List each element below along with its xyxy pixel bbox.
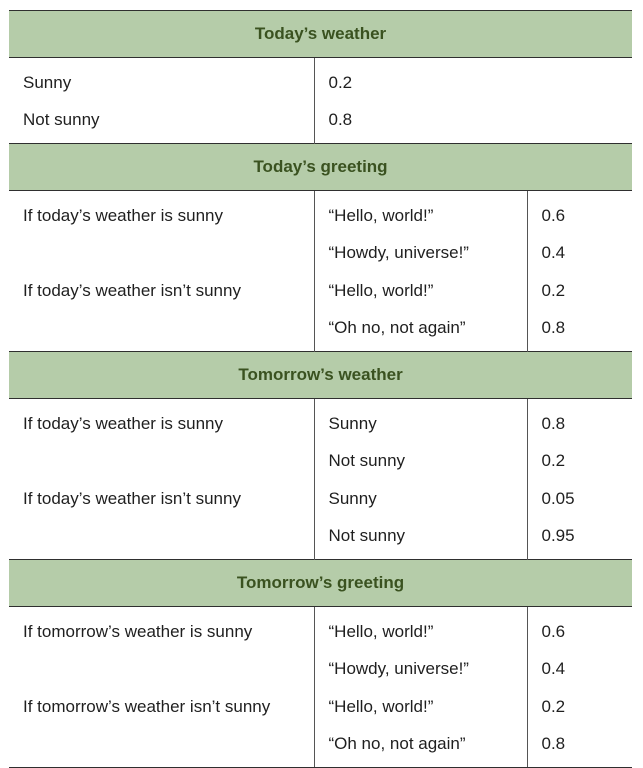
- table-row: If today’s weather is sunny “Hello, worl…: [9, 190, 633, 235]
- outcome-cell: “Howdy, universe!”: [313, 650, 527, 688]
- condition-cell: [9, 651, 314, 689]
- outcome-cell: “Oh no, not again”: [313, 725, 527, 768]
- probability-cell: 0.8: [526, 309, 633, 352]
- section-header: Tomorrow’s greeting: [9, 559, 633, 607]
- outcome-cell: Sunny: [313, 398, 527, 443]
- table-row: “Oh no, not again” 0.8: [9, 309, 633, 352]
- section-title-tomorrows-greeting: Tomorrow’s greeting: [9, 559, 633, 607]
- outcome-cell: “Hello, world!”: [313, 688, 527, 726]
- condition-cell: Not sunny: [23, 110, 100, 130]
- table-row: “Howdy, universe!” 0.4: [9, 234, 633, 273]
- table-row: If tomorrow’s weather is sunny “Hello, w…: [9, 606, 633, 651]
- outcome-cell: “Hello, world!”: [313, 272, 527, 310]
- probability-cell: 0.2: [526, 272, 633, 310]
- probability-cell: 0.6: [526, 190, 633, 235]
- condition-cell: [9, 310, 314, 352]
- probability-cell: 0.2: [526, 442, 633, 480]
- probability-cell: 0.8: [526, 725, 633, 768]
- probability-cell: 0.4: [526, 234, 633, 272]
- outcome-cell: “Howdy, universe!”: [313, 234, 527, 272]
- page: Today’s weather Sunny 0.2 Not sunny 0.8 …: [9, 10, 633, 768]
- probability-cell: 0.6: [526, 606, 633, 651]
- table-row: “Howdy, universe!” 0.4: [9, 650, 633, 689]
- outcome-cell: “Hello, world!”: [313, 190, 527, 235]
- table-row: Not sunny 0.2: [9, 442, 633, 481]
- condition-cell: If tomorrow’s weather is sunny: [23, 621, 253, 641]
- table-row: If today’s weather isn’t sunny “Hello, w…: [9, 272, 633, 310]
- probability-cell: 0.95: [526, 517, 633, 560]
- condition-cell: [9, 443, 314, 481]
- outcome-cell: “Hello, world!”: [313, 606, 527, 651]
- section-header: Today’s greeting: [9, 143, 633, 191]
- condition-cell: If today’s weather is sunny: [23, 413, 224, 433]
- table-row: Not sunny 0.95: [9, 517, 633, 560]
- probability-cell: 0.8: [526, 398, 633, 443]
- outcome-cell: “Oh no, not again”: [313, 309, 527, 352]
- table-row: Sunny 0.2: [9, 57, 633, 102]
- section-header: Today’s weather: [9, 10, 633, 58]
- outcome-cell: Not sunny: [313, 442, 527, 480]
- probability-cell: 0.8: [313, 101, 633, 144]
- section-title-todays-weather: Today’s weather: [9, 10, 633, 58]
- table-row: If today’s weather is sunny Sunny 0.8: [9, 398, 633, 443]
- probability-table: Today’s weather Sunny 0.2 Not sunny 0.8 …: [9, 10, 633, 768]
- condition-cell: If today’s weather is sunny: [23, 205, 224, 225]
- table-row: “Oh no, not again” 0.8: [9, 725, 633, 768]
- table-row: If today’s weather isn’t sunny Sunny 0.0…: [9, 480, 633, 518]
- condition-cell: [9, 235, 314, 273]
- section-title-tomorrows-weather: Tomorrow’s weather: [9, 351, 633, 399]
- outcome-cell: Not sunny: [313, 517, 527, 560]
- condition-cell: If tomorrow’s weather isn’t sunny: [23, 696, 271, 716]
- condition-cell: [9, 725, 314, 768]
- outcome-cell: Sunny: [313, 480, 527, 518]
- probability-cell: 0.4: [526, 650, 633, 688]
- probability-cell: 0.05: [526, 480, 633, 518]
- condition-cell: Sunny: [23, 72, 72, 92]
- probability-cell: 0.2: [313, 57, 633, 102]
- section-header: Tomorrow’s weather: [9, 351, 633, 399]
- table-row: If tomorrow’s weather isn’t sunny “Hello…: [9, 688, 633, 726]
- probability-cell: 0.2: [526, 688, 633, 726]
- table-row: Not sunny 0.8: [9, 101, 633, 144]
- section-title-todays-greeting: Today’s greeting: [9, 143, 633, 191]
- condition-cell: If today’s weather isn’t sunny: [23, 488, 241, 508]
- condition-cell: If today’s weather isn’t sunny: [23, 280, 241, 300]
- condition-cell: [9, 518, 314, 560]
